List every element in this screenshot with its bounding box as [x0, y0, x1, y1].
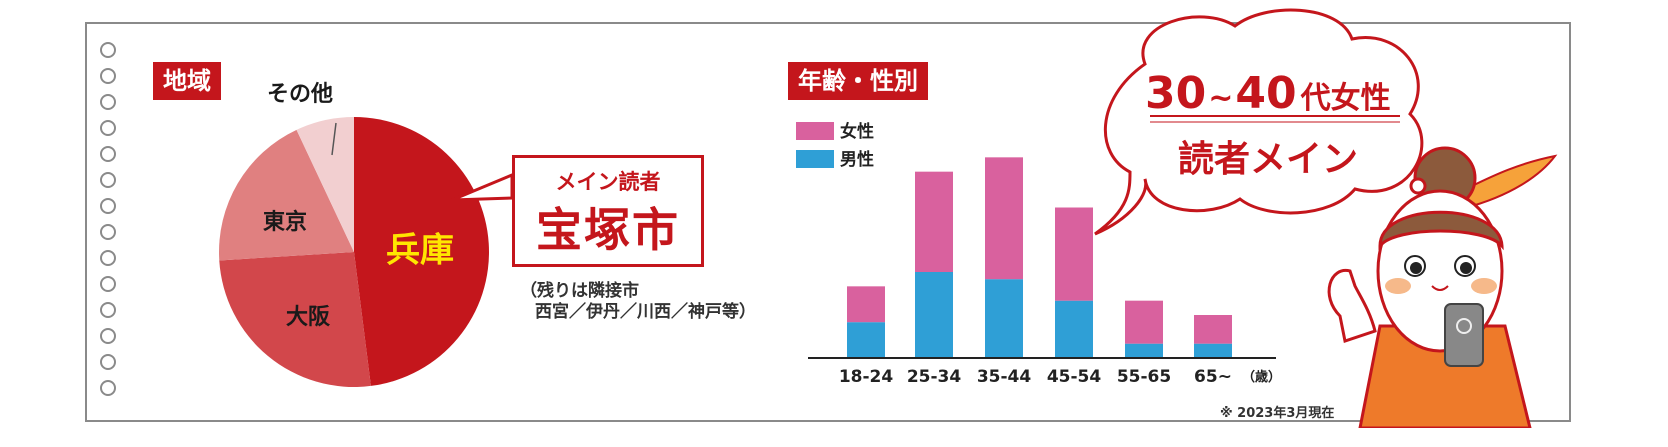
footnote: ※ 2023年3月現在 [1220, 406, 1335, 421]
binder-ring [100, 94, 116, 110]
main-reader-callout: メイン読者 宝塚市 [512, 155, 704, 267]
bubble-line1: 30~40 代女性 [1145, 68, 1391, 119]
binder-ring [100, 224, 116, 240]
binder-ring [100, 328, 116, 344]
binder-ring [100, 120, 116, 136]
binder-ring [100, 172, 116, 188]
mascot-character [1327, 146, 1558, 428]
bubble-tilde: ~ [1208, 81, 1234, 116]
region-note-line2: 西宮／伊丹／川西／神戸等） [535, 302, 756, 322]
callout-city: 宝塚市 [536, 203, 680, 257]
bubble-age-from: 30 [1145, 68, 1207, 119]
bubble-age-to: 40 [1235, 68, 1297, 119]
age-axis-unit: （歳） [1242, 370, 1282, 385]
binder-ring [100, 198, 116, 214]
binder-ring [100, 380, 116, 396]
speech-cloud [1094, 8, 1424, 236]
binder-ring [100, 302, 116, 318]
region-note-line1: （残りは隣接市 [520, 281, 639, 301]
callout-subtitle: メイン読者 [555, 170, 661, 194]
binder-ring [100, 68, 116, 84]
bubble-female: 代女性 [1300, 81, 1391, 116]
binder-ring [100, 354, 116, 370]
binder-ring [100, 250, 116, 266]
binder-ring [100, 276, 116, 292]
region-tag: 地域 [153, 62, 221, 100]
binder-ring [100, 146, 116, 162]
bubble-line2: 読者メイン [1178, 139, 1359, 180]
binder-ring [100, 42, 116, 58]
age-gender-tag: 年齢・性別 [788, 62, 928, 100]
